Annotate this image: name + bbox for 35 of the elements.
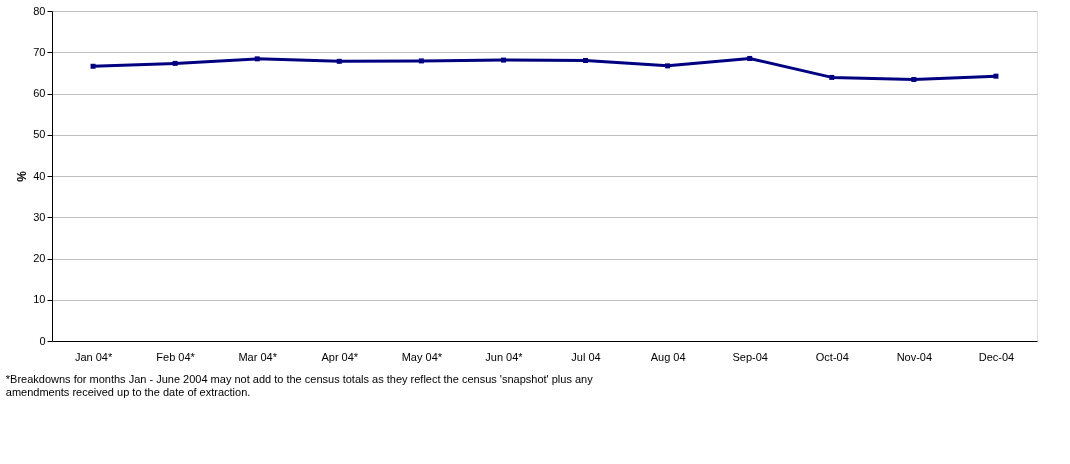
y-tick-label: 30: [33, 210, 46, 223]
point: [747, 55, 753, 61]
point: [829, 74, 835, 80]
x-tick-label: Sep-04: [732, 350, 768, 363]
x-tick-label: Jul 04: [571, 350, 601, 363]
y-tick-label: 70: [33, 45, 46, 58]
y-tick-label: 50: [33, 128, 46, 141]
point: [90, 63, 96, 69]
point: [172, 60, 178, 66]
point: [911, 76, 917, 82]
point: [418, 58, 424, 64]
x-tick-label: Aug 04: [650, 350, 686, 363]
point: [336, 58, 342, 64]
x-tick-label: Dec-04: [978, 350, 1015, 363]
point: [500, 57, 506, 63]
y-tick-label: 0: [39, 334, 46, 347]
x-tick-label: Nov-04: [896, 350, 933, 363]
x-tick-label: Oct-04: [815, 350, 849, 363]
text: *Breakdowns for months Jan - June 2004 may not add to the census totals as they reflect the census 'snapshot' plus any amendments received up to the date of extraction.: [5, 373, 594, 398]
point: [583, 58, 589, 63]
x-tick-label: May 04*: [401, 350, 443, 363]
point: [993, 73, 999, 79]
x-tick-label: Apr 04*: [321, 350, 359, 363]
x-tick-label: Feb 04*: [156, 350, 196, 363]
x-tick-label: Jan 04*: [74, 350, 113, 363]
y-tick-label: 10: [33, 293, 46, 306]
x-tick-label: Mar 04*: [238, 350, 278, 363]
y-axis-title: %: [15, 170, 30, 182]
y-tick-label: 20: [33, 252, 46, 264]
y-tick-label: 60: [33, 87, 46, 99]
y-tick-label: 80: [33, 4, 46, 17]
point: [665, 63, 671, 69]
point: [254, 56, 260, 62]
x-tick-label: Jun 04*: [485, 350, 524, 363]
y-tick-label: 40: [33, 169, 46, 182]
